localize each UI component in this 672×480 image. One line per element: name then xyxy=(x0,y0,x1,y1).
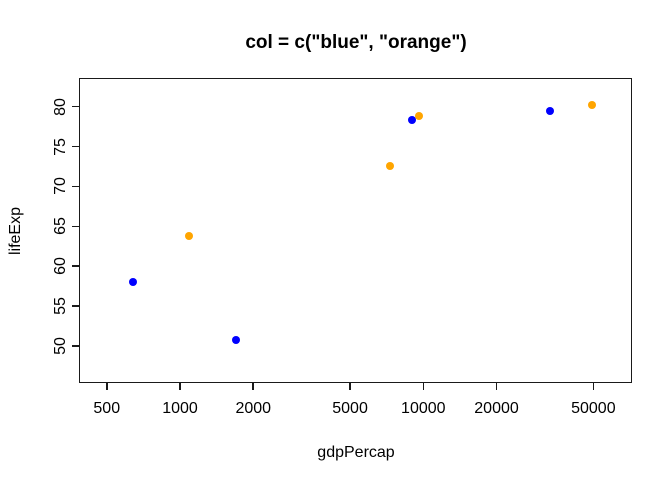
x-tick-label: 1000 xyxy=(162,400,198,417)
y-tick-mark xyxy=(71,305,79,307)
y-tick-label: 80 xyxy=(51,97,69,116)
scatter-point-orange xyxy=(185,231,194,240)
x-tick-label: 500 xyxy=(93,400,121,417)
x-tick-mark xyxy=(495,383,498,390)
scatter-point-orange xyxy=(415,112,424,121)
scatter-point-blue xyxy=(129,278,137,287)
y-tick-label: 55 xyxy=(51,297,69,315)
x-tick-mark xyxy=(349,383,351,390)
y-tick-mark xyxy=(71,145,79,148)
y-tick-label: 50 xyxy=(51,336,69,355)
y-tick-label: 65 xyxy=(51,217,69,236)
x-tick-label: 2000 xyxy=(235,400,272,417)
x-tick-mark xyxy=(422,383,425,390)
scatter-point-orange xyxy=(386,161,395,170)
scatter-point-blue xyxy=(546,107,555,116)
scatter-point-blue xyxy=(232,336,241,345)
x-tick-mark xyxy=(252,383,254,390)
y-tick-mark xyxy=(71,265,79,267)
y-tick-label: 60 xyxy=(51,257,69,275)
plot-title: col = c("blue", "orange") xyxy=(245,32,467,53)
y-axis-label: lifeExp xyxy=(7,206,24,256)
x-axis-label: gdpPercap xyxy=(317,444,395,461)
x-tick-mark xyxy=(179,383,181,390)
x-tick-label: 5000 xyxy=(332,400,368,417)
scatter-point-blue xyxy=(407,116,416,125)
plot-area xyxy=(79,78,632,383)
y-tick-label: 70 xyxy=(51,177,69,196)
y-tick-mark xyxy=(71,345,79,347)
x-tick-label: 50000 xyxy=(571,400,616,417)
y-tick-mark xyxy=(71,225,79,227)
x-tick-mark xyxy=(106,383,108,390)
y-tick-mark xyxy=(71,185,79,188)
y-tick-label: 75 xyxy=(51,137,69,156)
x-tick-label: 20000 xyxy=(474,400,519,417)
y-tick-mark xyxy=(71,105,79,108)
x-tick-mark xyxy=(592,383,595,390)
x-tick-label: 10000 xyxy=(401,400,446,417)
scatter-point-orange xyxy=(587,101,596,110)
